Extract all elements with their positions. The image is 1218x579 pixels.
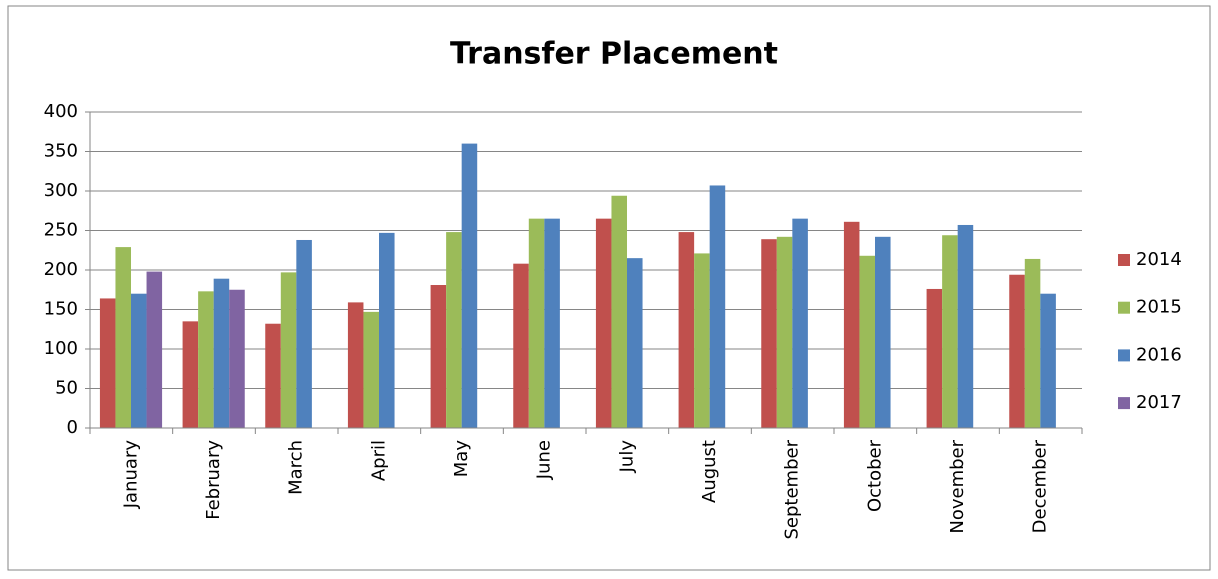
bar <box>131 293 147 428</box>
bar <box>875 236 891 428</box>
y-tick-label: 250 <box>44 220 78 241</box>
x-tick-label: April <box>368 440 389 481</box>
bar <box>942 235 958 428</box>
bar <box>957 224 974 428</box>
y-tick-label: 400 <box>44 101 78 122</box>
legend-swatch <box>1118 397 1130 410</box>
bar <box>776 236 793 428</box>
bar <box>843 221 860 428</box>
bar <box>446 232 462 428</box>
x-tick-label: January <box>120 440 141 510</box>
y-tick-label: 150 <box>44 299 78 320</box>
bar <box>379 232 395 428</box>
x-tick-label: December <box>1030 439 1051 533</box>
x-tick-label: July <box>616 440 637 474</box>
bar <box>1040 293 1056 428</box>
bar <box>709 185 726 428</box>
bar <box>182 321 199 428</box>
bar <box>926 288 943 428</box>
bar <box>761 239 777 428</box>
chart-title: Transfer Placement <box>450 37 778 72</box>
y-tick-label: 200 <box>44 259 78 280</box>
y-tick-label: 0 <box>67 417 78 438</box>
x-tick-label: August <box>699 440 720 503</box>
bar <box>198 291 214 428</box>
bar <box>347 302 364 428</box>
bar <box>1024 258 1041 428</box>
bar <box>694 253 710 428</box>
x-tick-label: October <box>864 439 885 512</box>
y-tick-label: 350 <box>44 141 78 162</box>
bar <box>146 271 163 428</box>
bar <box>213 278 230 428</box>
bar <box>280 272 297 428</box>
legend-label: 2014 <box>1136 249 1182 270</box>
x-tick-label: May <box>451 440 472 478</box>
y-tick-label: 100 <box>44 338 78 359</box>
y-tick-label: 300 <box>44 180 78 201</box>
bar <box>430 285 447 428</box>
bar <box>678 232 695 428</box>
bar <box>611 195 628 428</box>
x-tick-label: February <box>203 440 224 520</box>
legend-label: 2017 <box>1136 392 1182 413</box>
bar <box>792 218 808 428</box>
bar <box>296 239 312 428</box>
x-tick-label: November <box>947 439 968 533</box>
x-tick-label: June <box>534 440 555 480</box>
legend-label: 2016 <box>1136 344 1182 365</box>
bar <box>544 218 560 428</box>
legend-swatch <box>1118 254 1130 266</box>
bar <box>513 263 529 428</box>
legend-swatch <box>1118 349 1130 362</box>
x-tick-label: March <box>286 440 307 495</box>
bar <box>115 247 132 428</box>
legend-swatch <box>1118 301 1130 314</box>
y-tick-label: 50 <box>55 378 78 399</box>
bar <box>99 298 116 428</box>
bar <box>363 311 380 428</box>
bar <box>461 143 478 428</box>
bar <box>265 323 281 428</box>
x-tick-label: September <box>782 439 803 539</box>
bar <box>859 255 876 428</box>
bar <box>627 258 643 428</box>
legend-label: 2015 <box>1136 297 1182 318</box>
bar <box>229 289 245 428</box>
bar <box>595 218 612 428</box>
bar <box>1009 274 1025 428</box>
bar <box>528 218 545 428</box>
